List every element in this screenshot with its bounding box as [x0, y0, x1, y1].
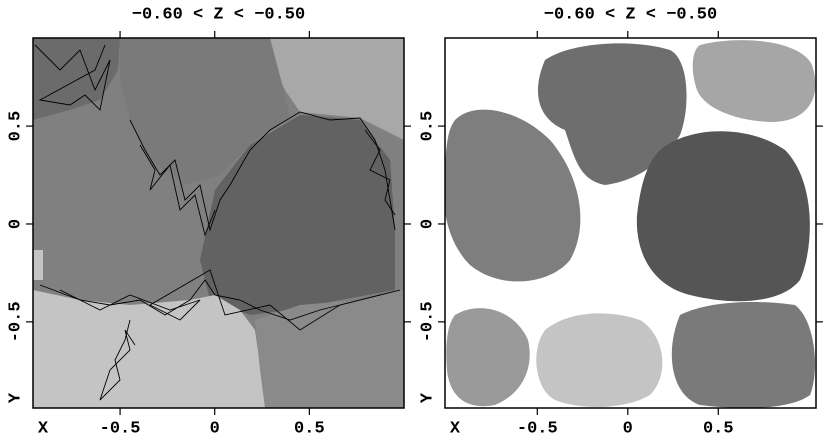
x-axis-label: X: [38, 419, 49, 438]
y-tick-label: -0.5: [418, 301, 437, 342]
y-axis-label: Y: [6, 392, 25, 403]
chart-title: −0.60 < Z < −0.50: [132, 5, 305, 24]
left-panel-regions: [33, 38, 404, 408]
y-axis-label: Y: [418, 392, 437, 403]
y-tick-label: 0.5: [6, 111, 25, 142]
frame: [32, 37, 405, 409]
y-tick-label: 0: [6, 219, 25, 229]
y-tick-label: 0: [418, 219, 437, 229]
y-tick-label: 0.5: [418, 111, 437, 142]
chart-title: −0.60 < Z < −0.50: [544, 5, 717, 24]
x-tick-label: -0.5: [517, 419, 558, 438]
right-panel-regions: [445, 38, 816, 408]
x-tick-label: 0: [210, 419, 220, 438]
frame: [444, 37, 817, 409]
x-tick-label: 0.5: [294, 419, 325, 438]
y-tick-label: -0.5: [6, 301, 25, 342]
x-tick-label: 0: [623, 419, 633, 438]
x-tick-label: -0.5: [100, 419, 141, 438]
x-tick-label: 0.5: [703, 419, 734, 438]
x-axis-label: X: [450, 419, 461, 438]
